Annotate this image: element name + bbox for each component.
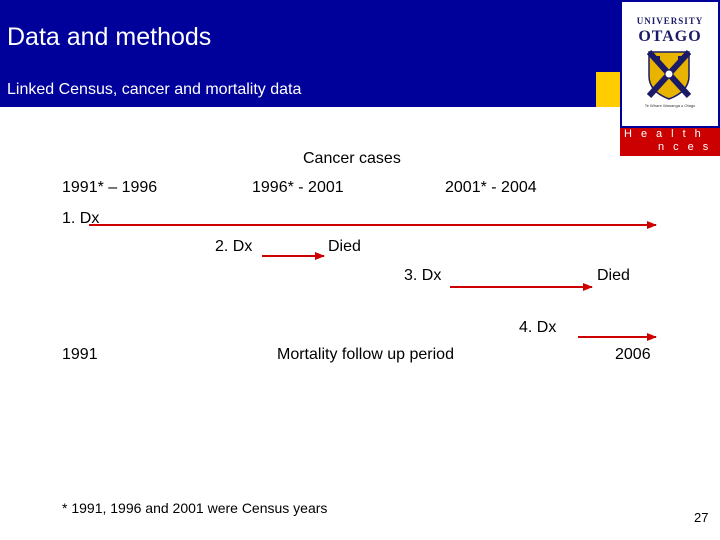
case-2-end-label: Died bbox=[328, 238, 361, 255]
period-label-2: 1996* - 2001 bbox=[252, 179, 344, 196]
banner-line1: Health bbox=[624, 128, 710, 140]
logo-motto: Te Whare Wananga o Otago bbox=[644, 103, 696, 108]
end-year-label: 2006 bbox=[615, 346, 651, 363]
banner-line2: nces bbox=[658, 141, 718, 153]
logo-box: UNIVERSITY OTAGO Te Whare Wananga o Otag… bbox=[622, 2, 718, 126]
follow-up-label: Mortality follow up period bbox=[277, 346, 454, 363]
university-logo: UNIVERSITY OTAGO Te Whare Wananga o Otag… bbox=[620, 0, 720, 128]
health-sciences-banner: Health nces bbox=[620, 128, 720, 156]
case-3-end-label: Died bbox=[597, 267, 630, 284]
diagram-heading: Cancer cases bbox=[303, 150, 401, 167]
logo-university-text: UNIVERSITY bbox=[636, 16, 704, 26]
logo-otago-text: OTAGO bbox=[638, 28, 702, 45]
period-label-1: 1991* – 1996 bbox=[62, 179, 158, 196]
footnote: * 1991, 1996 and 2001 were Census years bbox=[62, 500, 328, 516]
subtitle-bar: Linked Census, cancer and mortality data bbox=[0, 72, 620, 107]
case-4-label: 4. Dx bbox=[519, 319, 557, 336]
title-bar: Data and methods bbox=[0, 0, 620, 72]
start-year-label: 1991 bbox=[62, 346, 98, 363]
case-1-label: 1. Dx bbox=[62, 210, 100, 227]
subtitle-bar-inner: Linked Census, cancer and mortality data bbox=[0, 72, 596, 107]
slide-title: Data and methods bbox=[7, 23, 212, 51]
case-3-label: 3. Dx bbox=[404, 267, 442, 284]
period-label-3: 2001* - 2004 bbox=[445, 179, 537, 196]
shield-icon bbox=[647, 50, 691, 100]
case-2-label: 2. Dx bbox=[215, 238, 253, 255]
slide-subtitle: Linked Census, cancer and mortality data bbox=[7, 81, 302, 98]
page-number: 27 bbox=[694, 510, 709, 525]
